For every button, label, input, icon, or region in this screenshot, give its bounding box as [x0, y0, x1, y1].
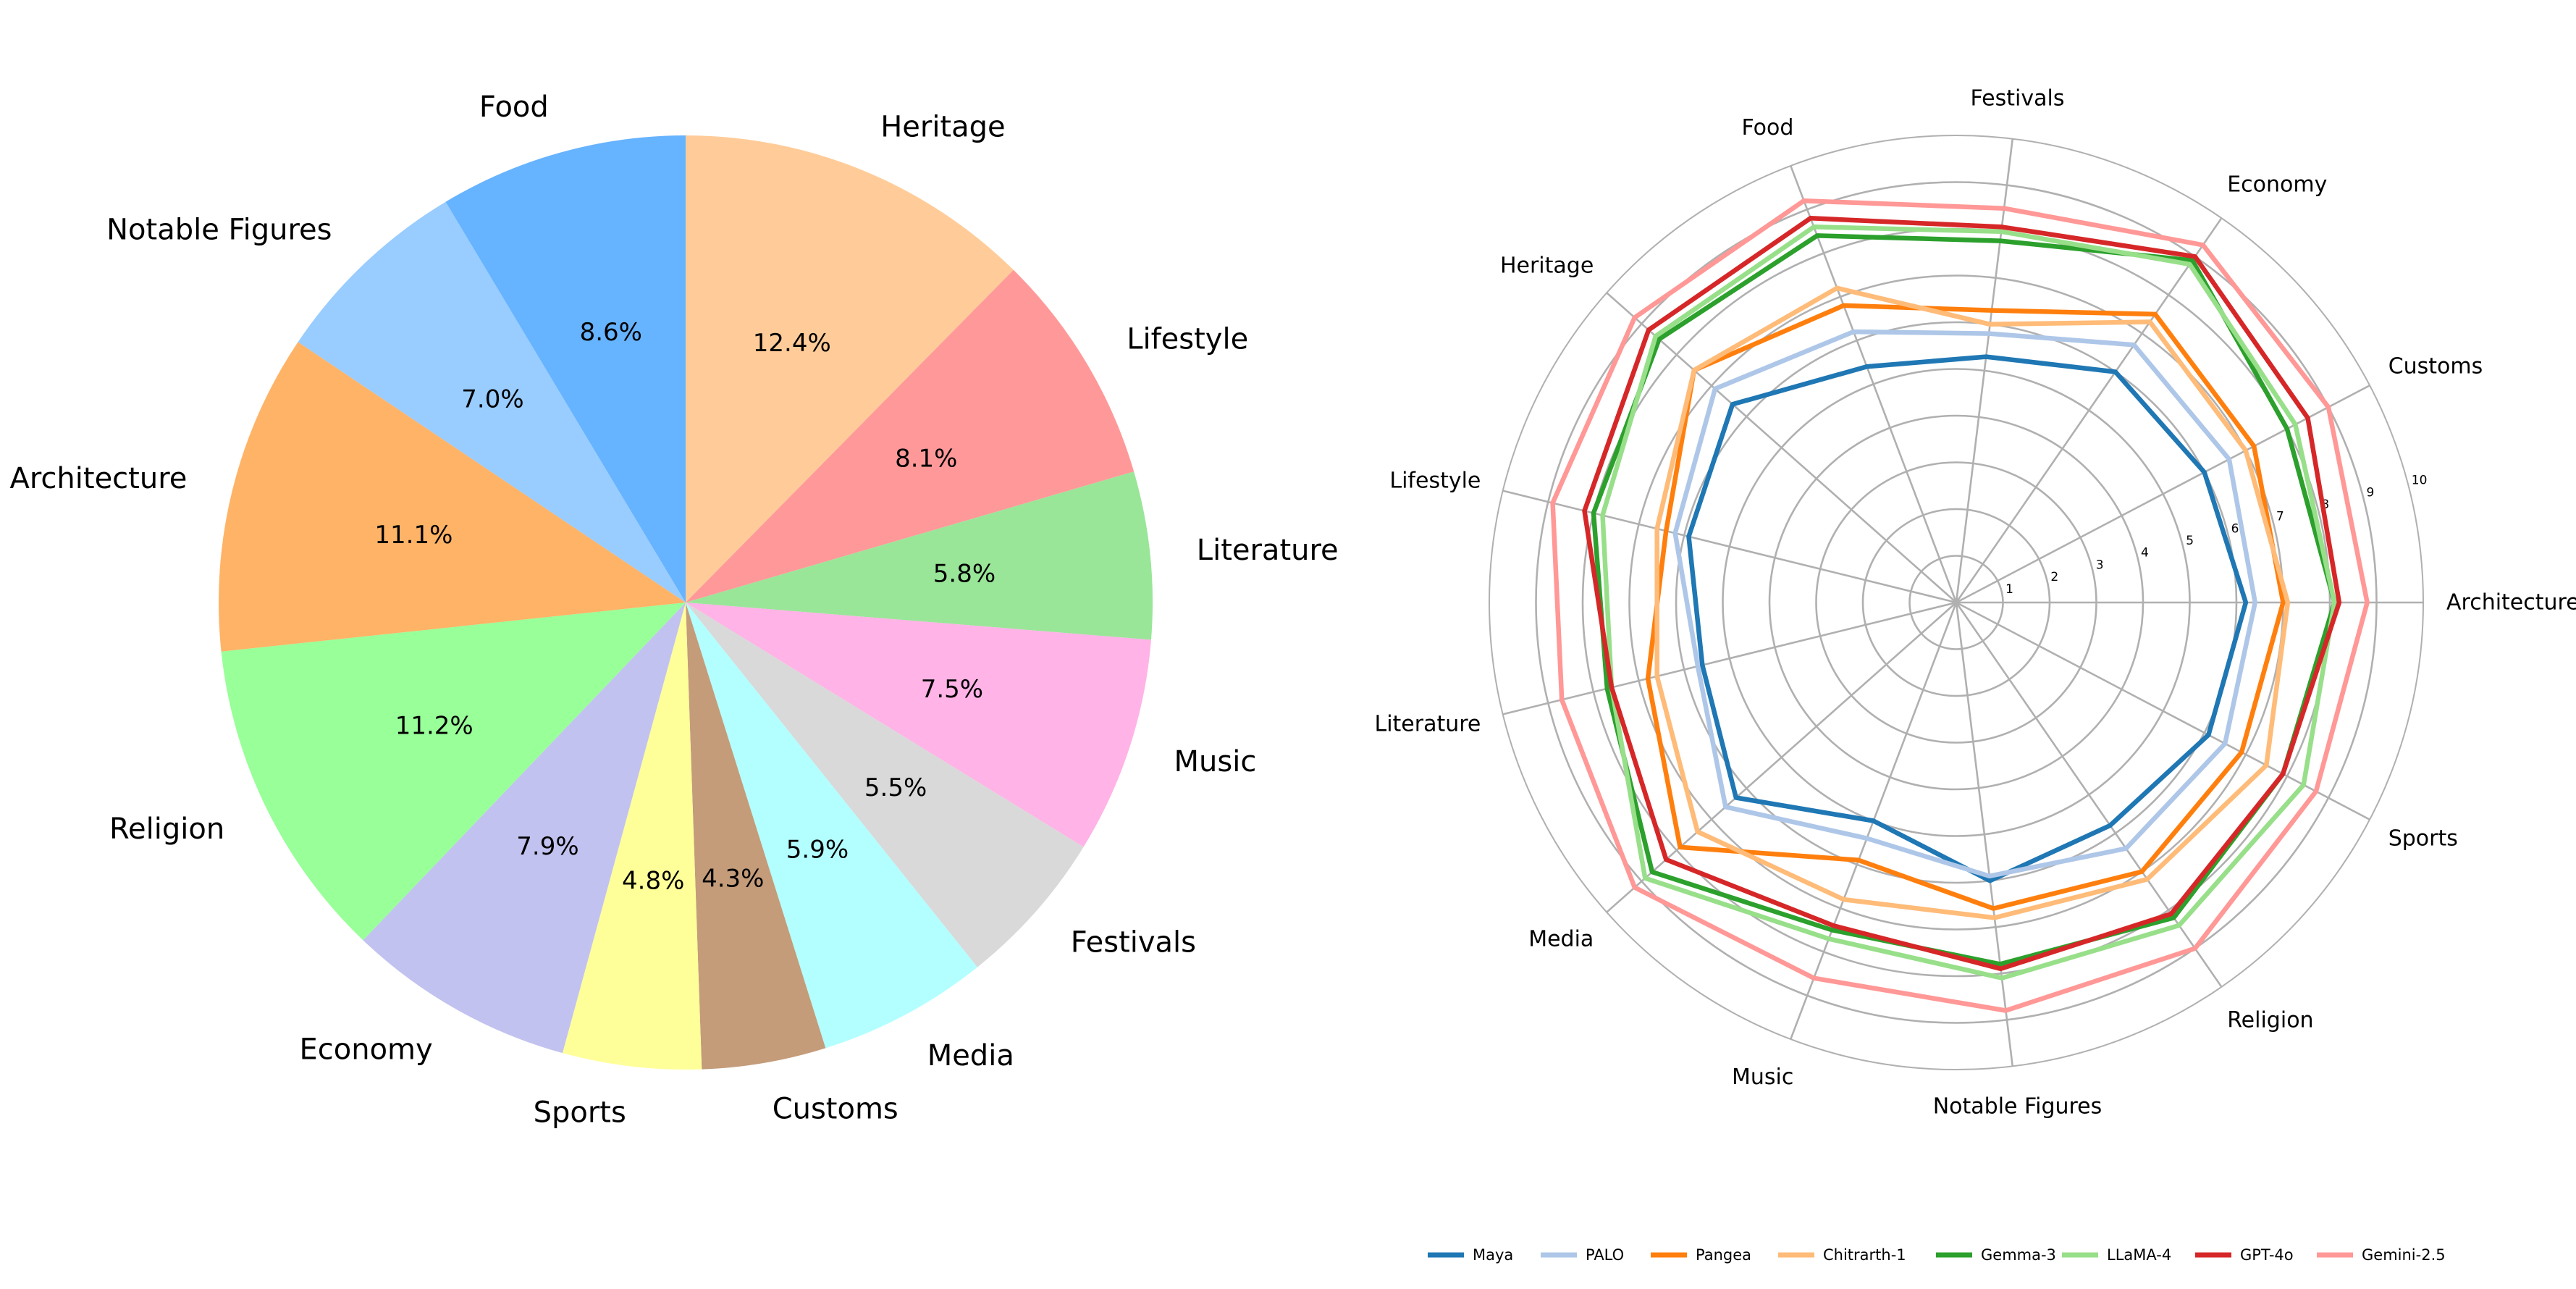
legend-label-llama-4: LLaMA-4 [2107, 1246, 2171, 1264]
legend-label-gpt-4o: GPT-4o [2240, 1246, 2294, 1264]
pie-value-label-festivals: 5.5% [864, 773, 927, 802]
pie-value-label-music: 7.5% [921, 675, 983, 704]
radar-axis-label-economy: Economy [2227, 172, 2327, 198]
radar-tick-label-4: 4 [2141, 546, 2149, 560]
radar-axis-label-media: Media [1528, 926, 1594, 952]
pie-value-label-lifestyle: 8.1% [895, 445, 957, 474]
radar-spoke-lifestyle [1502, 490, 1957, 604]
pie-category-label-literature: Literature [1197, 534, 1339, 567]
pie-category-label-economy: Economy [299, 1033, 432, 1067]
radar-spoke-literature [1502, 601, 1957, 715]
pie-category-label-lifestyle: Lifestyle [1127, 322, 1248, 356]
radar-tick-label-10: 10 [2412, 474, 2428, 488]
legend-label-maya: Maya [1473, 1246, 1513, 1264]
radar-tick-label-3: 3 [2096, 558, 2104, 572]
pie-value-label-religion: 11.2% [395, 712, 473, 741]
pie-category-label-architecture: Architecture [10, 462, 188, 495]
pie-slice-notable-figures [298, 201, 686, 603]
pie-category-label-heritage: Heritage [880, 111, 1005, 144]
pie-category-label-music: Music [1174, 745, 1257, 778]
radar-spoke-festivals [1955, 138, 2014, 603]
pie-slice-economy [363, 602, 686, 1054]
radar-legend: Maya PALO Pangea Chitrarth-1 Gemma-3 LLaMA-4 G… [1428, 1246, 2446, 1264]
pie-value-label-customs: 4.3% [702, 865, 764, 894]
pie-category-label-festivals: Festivals [1071, 926, 1196, 960]
pie-value-label-literature: 5.8% [933, 560, 996, 589]
legend-label-chitrarth-1: Chitrarth-1 [1823, 1246, 1906, 1264]
radar-axis-label-food: Food [1741, 115, 1793, 140]
radar-axis-label-lifestyle: Lifestyle [1389, 469, 1481, 494]
pie-slice-sports [562, 602, 702, 1070]
pie-slice-religion [221, 602, 686, 941]
pie-slice-music [686, 602, 1151, 847]
pie-value-label-architecture: 11.1% [374, 521, 453, 550]
radar-axis-label-sports: Sports [2388, 826, 2458, 851]
pie-slice-customs [686, 602, 826, 1070]
pie-category-label-notable-figures: Notable Figures [106, 214, 332, 247]
radar-tick-label-7: 7 [2276, 510, 2284, 524]
radar-axis-label-religion: Religion [2227, 1007, 2313, 1033]
pie-slice-heritage [686, 135, 1014, 602]
pie-slice-festivals [686, 602, 1084, 967]
legend-label-pangea: Pangea [1696, 1246, 1751, 1264]
pie-category-label-religion: Religion [109, 813, 224, 846]
pie-category-label-customs: Customs [773, 1092, 898, 1125]
pie-slice-media [686, 602, 977, 1049]
radar-chart: 1 2 3 4 5 6 7 8 9 10 Architecture Customs Economy Fes… [1374, 86, 2576, 1120]
legend-label-gemini-2-5: Gemini-2.5 [2362, 1246, 2446, 1264]
pie-value-label-heritage: 12.4% [753, 329, 831, 358]
radar-axis-label-festivals: Festivals [1971, 86, 2065, 112]
radar-series-chitrarth-1 [1654, 285, 2291, 920]
radar-tick-label-1: 1 [2005, 582, 2013, 597]
pie-slice-food [445, 135, 686, 602]
radar-spoke-religion [1955, 602, 2223, 988]
radar-axis-label-architecture: Architecture [2446, 590, 2576, 616]
pie-value-label-sports: 4.8% [622, 866, 684, 895]
radar-series-gpt-4o [1582, 216, 2342, 972]
radar-tick-label-5: 5 [2186, 534, 2194, 548]
radar-series-palo [1672, 329, 2258, 879]
pie-value-label-economy: 7.9% [516, 832, 578, 861]
legend-label-palo: PALO [1586, 1246, 1624, 1264]
pie-slice-architecture [218, 342, 686, 652]
radar-series-llama-4 [1600, 224, 2337, 981]
radar-axis-label-literature: Literature [1374, 711, 1481, 736]
pie-value-label-food: 8.6% [580, 318, 642, 347]
radar-tick-label-2: 2 [2050, 570, 2058, 584]
radar-series-maya [1686, 354, 2249, 883]
pie-slice-lifestyle [686, 269, 1135, 602]
pie-value-label-media: 5.9% [786, 836, 849, 865]
pie-slice-literature [686, 471, 1153, 640]
pie-chart: 12.4% Heritage 8.1% Lifestyle 5.8% Literature… [10, 91, 1339, 1130]
radar-tick-label-8: 8 [2321, 497, 2329, 512]
radar-axis-label-notable-figures: Notable Figures [1933, 1093, 2103, 1119]
radar-axis-label-customs: Customs [2388, 354, 2483, 379]
pie-category-label-media: Media [927, 1039, 1014, 1072]
radar-spoke-sports [1956, 601, 2370, 820]
radar-spoke-notable-figures [1955, 602, 2014, 1067]
radar-tick-label-9: 9 [2367, 485, 2375, 500]
radar-spoke-economy [1955, 217, 2223, 603]
legend-label-gemma-3: Gemma-3 [1981, 1246, 2056, 1264]
radar-axis-label-heritage: Heritage [1500, 253, 1594, 279]
radar-tick-label-6: 6 [2231, 521, 2239, 536]
radar-spoke-food [1790, 165, 1958, 603]
radar-spoke-customs [1956, 385, 2370, 604]
radar-spoke-heritage [1606, 292, 1957, 603]
radar-series-gemini-2-5 [1550, 198, 2370, 1013]
pie-category-label-sports: Sports [534, 1096, 626, 1130]
pie-value-label-notable-figures: 7.0% [461, 385, 523, 413]
radar-axis-label-music: Music [1732, 1065, 1793, 1090]
pie-category-label-food: Food [479, 91, 549, 124]
